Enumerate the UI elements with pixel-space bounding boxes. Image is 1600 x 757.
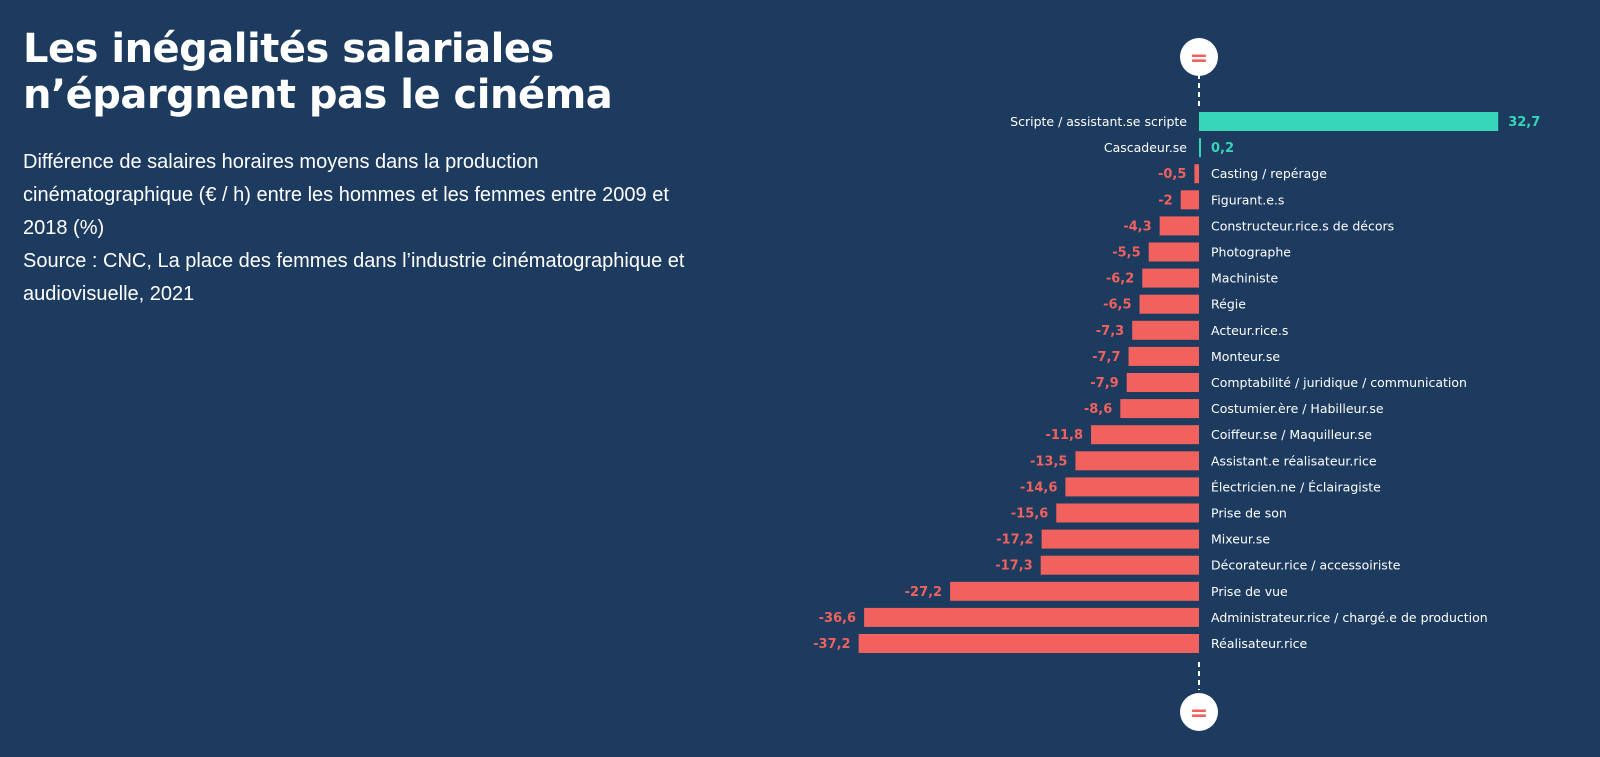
bar-row: Électricien.ne / Éclairagiste -14,6 <box>1020 477 1381 497</box>
page-title: Les inégalités salariales n’épargnent pa… <box>23 26 613 118</box>
category-label: Cascadeur.se <box>1104 140 1187 155</box>
category-label: Prise de vue <box>1211 584 1288 599</box>
category-label: Costumier.ère / Habilleur.se <box>1211 401 1384 416</box>
bars-group: Scripte / assistant.se scripte 32,7 Cascad… <box>813 112 1540 653</box>
bar <box>1199 138 1201 158</box>
value-label: -7,3 <box>1096 324 1124 339</box>
value-label: -6,5 <box>1103 298 1131 313</box>
bar-row: Machiniste -6,2 <box>1106 268 1279 288</box>
bar-row: Prise de son -15,6 <box>1011 503 1287 523</box>
value-label: -15,6 <box>1011 507 1048 522</box>
equal-marker-bottom: = <box>1180 693 1218 731</box>
category-label: Machiniste <box>1211 271 1279 286</box>
bar-row: Constructeur.rice.s de décors -4,3 <box>1123 216 1394 236</box>
bar <box>1199 112 1499 131</box>
category-label: Acteur.rice.s <box>1211 323 1288 338</box>
bar-row: Assistant.e réalisateur.rice -13,5 <box>1030 451 1377 471</box>
value-label: -27,2 <box>905 585 942 600</box>
bar-row: Comptabilité / juridique / communication… <box>1090 373 1467 392</box>
bar-row: Casting / repérage -0,5 <box>1158 164 1327 184</box>
category-label: Casting / repérage <box>1211 166 1327 181</box>
bar <box>1132 320 1199 340</box>
bar-row: Costumier.ère / Habilleur.se -8,6 <box>1084 399 1384 419</box>
bar-row: Figurant.e.s -2 <box>1158 190 1284 210</box>
bar <box>1120 399 1199 419</box>
bar-row: Monteur.se -7,7 <box>1092 346 1280 366</box>
bar <box>950 581 1199 601</box>
value-label: -8,6 <box>1084 402 1112 417</box>
bar-row: Scripte / assistant.se scripte 32,7 <box>1010 112 1540 131</box>
bar <box>1142 268 1199 288</box>
bar <box>1040 555 1199 575</box>
value-label: -13,5 <box>1030 454 1067 469</box>
value-label: -17,3 <box>995 559 1032 574</box>
category-label: Photographe <box>1211 245 1291 260</box>
category-label: Mixeur.se <box>1211 532 1270 547</box>
bar <box>1041 529 1199 549</box>
value-label: -2 <box>1158 193 1172 208</box>
bar <box>1065 477 1199 497</box>
value-label: 0,2 <box>1211 141 1234 156</box>
bar <box>1126 373 1199 392</box>
category-label: Électricien.ne / Éclairagiste <box>1211 479 1381 494</box>
bar-row: Mixeur.se -17,2 <box>996 529 1270 549</box>
bar-row: Réalisateur.rice -37,2 <box>813 634 1308 653</box>
category-label: Régie <box>1211 297 1246 312</box>
value-label: -7,9 <box>1090 376 1118 391</box>
value-label: -5,5 <box>1112 246 1140 261</box>
category-label: Comptabilité / juridique / communication <box>1211 375 1467 390</box>
marker-circle <box>1180 38 1218 76</box>
subtitle-line: 2018 (%) <box>23 217 105 239</box>
category-label: Prise de son <box>1211 506 1287 521</box>
bar-row: Régie -6,5 <box>1103 294 1246 314</box>
subtitle-line: cinématographique (€ / h) entre les homm… <box>23 184 669 206</box>
bar-row: Coiffeur.se / Maquilleur.se -11,8 <box>1046 425 1372 445</box>
bar-row: Cascadeur.se 0,2 <box>1104 138 1234 158</box>
category-label: Administrateur.rice / chargé.e de produc… <box>1211 610 1488 625</box>
category-label: Réalisateur.rice <box>1211 636 1308 651</box>
bar <box>1194 164 1199 184</box>
bar <box>1128 346 1199 366</box>
bar <box>1148 242 1199 262</box>
bar <box>1180 190 1199 210</box>
value-label: -37,2 <box>813 637 850 652</box>
category-label: Coiffeur.se / Maquilleur.se <box>1211 427 1372 442</box>
category-label: Scripte / assistant.se scripte <box>1010 114 1187 129</box>
bar-row: Administrateur.rice / chargé.e de produc… <box>819 607 1488 627</box>
value-label: -14,6 <box>1020 480 1057 495</box>
value-label: -7,7 <box>1092 350 1120 365</box>
category-label: Figurant.e.s <box>1211 192 1284 207</box>
bar <box>1159 216 1199 236</box>
bar-row: Décorateur.rice / accessoiriste -17,3 <box>995 555 1401 575</box>
bar <box>1091 425 1199 445</box>
source-line: Source : CNC, La place des femmes dans l… <box>23 250 685 272</box>
category-label: Monteur.se <box>1211 349 1280 364</box>
bar-row: Photographe -5,5 <box>1112 242 1291 262</box>
value-label: -6,2 <box>1106 272 1134 287</box>
bar <box>1139 294 1199 314</box>
chart-description: Différence de salaires horaires moyens d… <box>23 146 783 311</box>
category-label: Décorateur.rice / accessoiriste <box>1211 558 1401 573</box>
bar-row: Prise de vue -27,2 <box>905 581 1288 601</box>
category-label: Constructeur.rice.s de décors <box>1211 218 1394 233</box>
equal-icon: = <box>1190 701 1208 726</box>
bar <box>1056 503 1199 523</box>
bar <box>858 634 1199 653</box>
category-label: Assistant.e réalisateur.rice <box>1211 453 1377 468</box>
value-label: -36,6 <box>819 611 856 626</box>
equal-icon: = <box>1190 46 1208 71</box>
value-label: -11,8 <box>1046 428 1083 443</box>
value-label: -17,2 <box>996 533 1033 548</box>
bar <box>1075 451 1199 471</box>
marker-circle <box>1180 693 1218 731</box>
equal-marker-top: = <box>1180 38 1218 76</box>
bar <box>864 607 1199 627</box>
bar-row: Acteur.rice.s -7,3 <box>1096 320 1288 340</box>
subtitle-line: Différence de salaires horaires moyens d… <box>23 151 539 173</box>
value-label: 32,7 <box>1508 115 1540 130</box>
value-label: -4,3 <box>1123 219 1151 234</box>
value-label: -0,5 <box>1158 167 1186 182</box>
source-line: audiovisuelle, 2021 <box>23 283 195 305</box>
